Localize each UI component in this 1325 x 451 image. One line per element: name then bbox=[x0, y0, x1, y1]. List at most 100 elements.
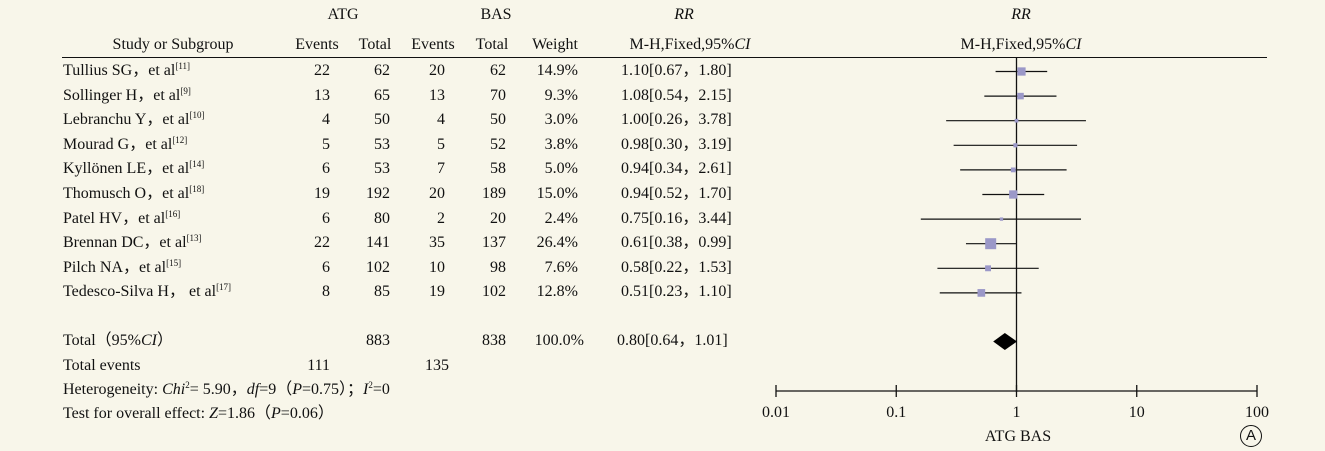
heterogeneity-text: Heterogeneity: Chi2= 5.90，df=9（P=0.75）；I… bbox=[63, 380, 390, 399]
study-marker bbox=[999, 217, 1004, 221]
study-total2: 102 bbox=[482, 283, 506, 301]
x-tick-label: 0.01 bbox=[762, 404, 790, 421]
study-marker bbox=[1014, 118, 1019, 123]
study-weight: 5.0% bbox=[544, 160, 578, 178]
study-events2: 5 bbox=[437, 135, 445, 153]
total-events-label: Total events bbox=[63, 357, 141, 374]
study-total1: 53 bbox=[374, 160, 390, 178]
study-events2: 35 bbox=[429, 234, 445, 252]
study-marker bbox=[1017, 67, 1026, 76]
study-name: Mourad G，et al[12] bbox=[63, 134, 188, 153]
overall-effect-text: Test for overall effect: Z=1.86（P=0.06） bbox=[63, 405, 334, 422]
study-total1: 53 bbox=[374, 135, 390, 153]
study-total2: 98 bbox=[490, 258, 506, 276]
x-tick-label: 100 bbox=[1245, 404, 1269, 421]
study-total1: 62 bbox=[374, 62, 390, 79]
header-method-right: M-H,Fixed,95%CI bbox=[960, 36, 1082, 53]
study-total2: 70 bbox=[490, 86, 506, 104]
study-weight: 12.8% bbox=[536, 283, 578, 301]
study-ci: 0.94[0.34，2.61] bbox=[621, 160, 732, 178]
total-label: Total（95%CI） bbox=[63, 332, 173, 349]
study-events2: 13 bbox=[429, 86, 445, 104]
study-events2: 2 bbox=[437, 209, 445, 227]
study-total1: 85 bbox=[374, 283, 390, 301]
study-events1: 4 bbox=[322, 111, 330, 129]
header-total2: Total bbox=[475, 36, 509, 53]
x-tick-label: 1 bbox=[1013, 404, 1021, 421]
study-name: Patel HV，et al[16] bbox=[63, 208, 181, 227]
study-events2: 19 bbox=[429, 283, 445, 301]
total-weight: 100.0% bbox=[534, 332, 584, 349]
study-events1: 8 bbox=[322, 283, 330, 301]
study-ci: 1.08[0.54，2.15] bbox=[621, 86, 732, 104]
study-marker bbox=[1009, 190, 1018, 199]
study-weight: 7.6% bbox=[544, 258, 578, 276]
total-t2: 838 bbox=[482, 332, 506, 349]
study-events2: 20 bbox=[429, 185, 445, 202]
total-ci: 0.80[0.64，1.01] bbox=[617, 332, 728, 349]
study-total2: 189 bbox=[482, 185, 506, 202]
study-name: Pilch NA，et al[15] bbox=[63, 257, 182, 276]
study-marker bbox=[1013, 143, 1018, 148]
study-ci: 0.61[0.38，0.99] bbox=[621, 234, 732, 252]
study-name: Brennan DC，et al[13] bbox=[63, 233, 202, 252]
study-events1: 13 bbox=[314, 86, 330, 104]
study-weight: 15.0% bbox=[536, 185, 578, 202]
total-events-e2: 135 bbox=[425, 357, 449, 374]
study-total1: 102 bbox=[366, 258, 390, 276]
study-weight: 2.4% bbox=[544, 209, 578, 227]
header-method-left: M-H,Fixed,95%CI bbox=[629, 36, 751, 53]
study-events1: 22 bbox=[314, 62, 330, 79]
study-weight: 9.3% bbox=[544, 86, 578, 104]
study-ci: 0.51[0.23，1.10] bbox=[621, 283, 732, 301]
study-total2: 20 bbox=[490, 209, 506, 227]
header-group2: BAS bbox=[480, 6, 512, 23]
x-tick-label: 10 bbox=[1129, 404, 1145, 421]
header-group1: ATG bbox=[327, 6, 359, 23]
total-t1: 883 bbox=[366, 332, 390, 349]
study-marker bbox=[985, 265, 992, 272]
study-marker bbox=[1010, 167, 1016, 173]
study-total1: 192 bbox=[366, 185, 390, 202]
study-ci: 0.75[0.16，3.44] bbox=[621, 209, 732, 227]
study-events1: 6 bbox=[322, 209, 330, 227]
study-ci: 0.94[0.52，1.70] bbox=[621, 185, 732, 202]
study-events1: 5 bbox=[322, 135, 330, 153]
study-total1: 50 bbox=[374, 111, 390, 129]
study-ci: 1.00[0.26，3.78] bbox=[621, 111, 732, 129]
study-marker bbox=[977, 289, 986, 297]
header-total1: Total bbox=[358, 36, 392, 53]
study-name: Tedesco-Silva H， et al[17] bbox=[63, 282, 232, 301]
study-weight: 3.0% bbox=[544, 111, 578, 129]
study-total2: 58 bbox=[490, 160, 506, 178]
study-total2: 137 bbox=[482, 234, 506, 252]
study-events1: 6 bbox=[322, 258, 330, 276]
header-events1: Events bbox=[295, 36, 339, 53]
study-events2: 4 bbox=[437, 111, 445, 129]
total-events-e1: 111 bbox=[307, 357, 330, 374]
study-events2: 10 bbox=[429, 258, 445, 276]
study-ci: 1.10[0.67，1.80] bbox=[621, 62, 732, 79]
axis-xlabel: ATG BAS bbox=[984, 428, 1052, 445]
x-tick-label: 0.1 bbox=[886, 404, 906, 421]
study-ci: 0.58[0.22，1.53] bbox=[621, 258, 732, 276]
study-total1: 80 bbox=[374, 209, 390, 227]
study-marker bbox=[985, 238, 997, 250]
study-total1: 65 bbox=[374, 86, 390, 104]
study-name: Kyllönen LE，et al[14] bbox=[63, 159, 205, 178]
header-rr-right: RR bbox=[1011, 6, 1031, 23]
study-name: Tullius SG，et al[11] bbox=[63, 61, 190, 80]
study-name: Thomusch O，et al[18] bbox=[63, 184, 205, 203]
study-ci: 0.98[0.30，3.19] bbox=[621, 135, 732, 153]
study-name: Lebranchu Y，et al[10] bbox=[63, 110, 205, 129]
study-name: Sollinger H，et al[9] bbox=[63, 85, 191, 104]
study-weight: 26.4% bbox=[536, 234, 578, 252]
study-weight: 3.8% bbox=[544, 135, 578, 153]
study-events1: 19 bbox=[314, 185, 330, 202]
study-total1: 141 bbox=[366, 234, 390, 252]
study-events2: 7 bbox=[437, 160, 445, 178]
total-diamond bbox=[993, 333, 1018, 350]
study-events2: 20 bbox=[429, 62, 445, 79]
header-rr-left: RR bbox=[674, 6, 694, 23]
